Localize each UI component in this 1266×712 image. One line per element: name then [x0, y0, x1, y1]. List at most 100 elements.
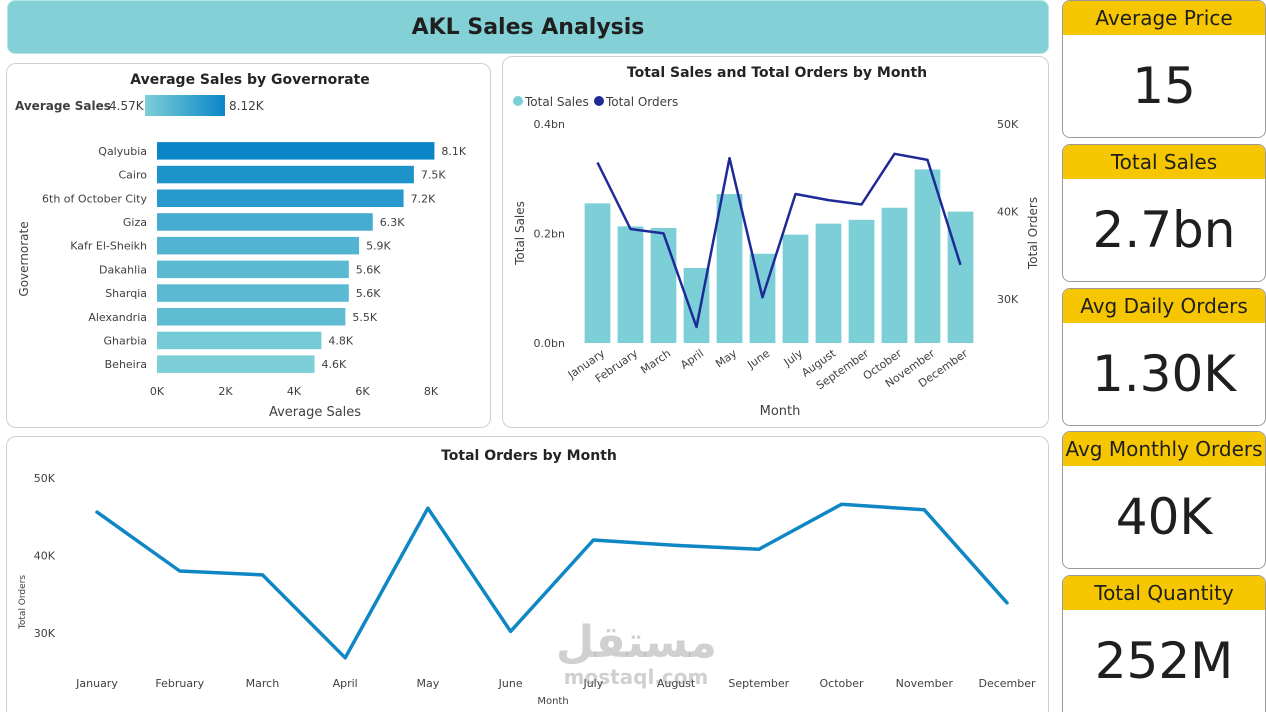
gov-bar[interactable] [157, 331, 322, 350]
gov-chart-title: Average Sales by Governorate [130, 72, 370, 88]
orders-y-tick-label: 50K [34, 472, 56, 485]
orders-y-tick-label: 40K [34, 550, 56, 563]
orders-line-panel[interactable]: Total Orders by Month Total Orders Month… [6, 436, 1049, 712]
orders-x-tick-label: August [657, 677, 696, 690]
gov-bar[interactable] [157, 355, 315, 373]
legend-total-sales-label[interactable]: Total Sales [524, 95, 589, 109]
combo-y-axis-label: Total Sales [513, 201, 527, 266]
orders-x-tick-label: January [75, 677, 118, 690]
kpi-card-total-sales[interactable]: Total Sales 2.7bn [1062, 144, 1266, 282]
combo-x-tick-label: May [713, 347, 739, 371]
watermark-arabic: مستقل [556, 617, 717, 668]
orders-line[interactable] [95, 502, 1009, 660]
gov-category-label: Sharqia [105, 287, 147, 300]
gov-bar[interactable] [157, 284, 349, 302]
orders-x-tick-label: March [246, 677, 280, 690]
orders-x-tick-label: September [728, 677, 789, 690]
combo-sales-bar[interactable] [716, 194, 743, 343]
gov-legend-min: 4.57K [109, 99, 145, 113]
gov-value-label: 5.6K [356, 263, 381, 276]
dashboard-title: AKL Sales Analysis [7, 0, 1049, 54]
sales-orders-combo-panel[interactable]: Total Sales and Total Orders by Month To… [502, 56, 1049, 428]
kpi-card-avg-monthly-orders[interactable]: Avg Monthly Orders 40K [1062, 431, 1266, 569]
combo-y-tick-label: 0.0bn [534, 337, 565, 350]
kpi-value: 252M [1094, 632, 1234, 690]
legend-total-sales-marker [513, 96, 523, 106]
kpi-label: Average Price [1063, 1, 1265, 35]
combo-x-tick-label: June [744, 347, 772, 372]
orders-x-axis-label: Month [537, 696, 568, 707]
gov-value-label: 5.9K [366, 240, 391, 253]
combo-y-tick-label: 0.2bn [534, 228, 565, 241]
gov-category-label: Dakahlia [99, 263, 147, 276]
combo-y2-axis-label: Total Orders [1026, 197, 1040, 270]
kpi-card-average-price[interactable]: Average Price 15 [1062, 0, 1266, 138]
combo-orders-line[interactable] [596, 152, 962, 329]
combo-sales-bar[interactable] [617, 226, 644, 343]
combo-y-tick-label: 0.4bn [534, 118, 565, 131]
gov-bar[interactable] [157, 308, 346, 326]
gov-bar[interactable] [157, 213, 373, 231]
orders-x-tick-label: October [820, 677, 864, 690]
legend-total-orders-marker [594, 96, 604, 106]
combo-sales-bar[interactable] [815, 223, 842, 343]
gov-x-tick-label: 2K [218, 385, 233, 398]
gov-value-label: 8.1K [441, 145, 466, 158]
orders-x-tick-label: June [498, 677, 523, 690]
gov-value-label: 4.8K [328, 334, 353, 347]
combo-sales-bar[interactable] [947, 211, 974, 343]
gov-bar[interactable] [157, 236, 360, 255]
gov-x-tick-label: 4K [287, 385, 302, 398]
watermark-latin: mostaql.com [563, 665, 709, 689]
legend-total-orders-label[interactable]: Total Orders [605, 95, 678, 109]
gov-bar[interactable] [157, 260, 349, 279]
gov-x-tick-label: 0K [150, 385, 165, 398]
gov-legend-gradient [145, 95, 225, 116]
sales-orders-combo-chart[interactable]: Total Sales and Total Orders by Month To… [503, 57, 1050, 429]
combo-sales-bar[interactable] [848, 219, 875, 343]
orders-y-axis-label: Total Orders [18, 575, 28, 630]
gov-legend-max: 8.12K [229, 99, 265, 113]
kpi-label: Total Sales [1063, 145, 1265, 179]
kpi-card-total-quantity[interactable]: Total Quantity 252M [1062, 575, 1266, 712]
combo-sales-bar[interactable] [782, 234, 809, 343]
orders-x-tick-label: May [417, 677, 440, 690]
gov-category-label: Alexandria [88, 311, 147, 324]
combo-x-tick-label: April [678, 347, 706, 372]
combo-sales-bar[interactable] [650, 228, 677, 343]
gov-category-label: Kafr El-Sheikh [70, 240, 147, 253]
kpi-value: 2.7bn [1092, 201, 1236, 259]
gov-category-label: Cairo [119, 169, 148, 182]
gov-category-label: 6th of October City [42, 192, 147, 205]
kpi-value: 40K [1115, 488, 1213, 546]
gov-category-label: Qalyubia [98, 145, 147, 158]
governorate-bar-chart[interactable]: Average Sales by Governorate Average Sal… [7, 64, 492, 429]
combo-sales-bar[interactable] [914, 169, 941, 343]
combo-y2-tick-label: 30K [997, 293, 1019, 306]
combo-x-axis-label: Month [760, 404, 801, 419]
gov-x-tick-label: 6K [355, 385, 370, 398]
gov-value-label: 4.6K [322, 358, 347, 371]
gov-x-tick-label: 8K [424, 385, 439, 398]
combo-sales-bar[interactable] [881, 207, 908, 343]
kpi-label: Avg Daily Orders [1063, 289, 1265, 323]
orders-line-chart[interactable]: Total Orders by Month Total Orders Month… [7, 437, 1050, 712]
governorate-chart-panel[interactable]: Average Sales by Governorate Average Sal… [6, 63, 491, 428]
orders-x-tick-label: February [155, 677, 204, 690]
gov-bar[interactable] [157, 142, 435, 160]
gov-category-label: Beheira [105, 358, 147, 371]
kpi-card-avg-daily-orders[interactable]: Avg Daily Orders 1.30K [1062, 288, 1266, 426]
combo-y2-tick-label: 50K [997, 118, 1019, 131]
gov-value-label: 7.2K [411, 192, 436, 205]
gov-value-label: 6.3K [380, 216, 405, 229]
gov-value-label: 5.6K [356, 287, 381, 300]
orders-x-tick-label: April [333, 677, 358, 690]
gov-bar[interactable] [157, 165, 414, 184]
orders-chart-title: Total Orders by Month [441, 448, 617, 464]
gov-value-label: 5.5K [352, 311, 377, 324]
gov-bar[interactable] [157, 189, 404, 208]
kpi-label: Avg Monthly Orders [1063, 432, 1265, 466]
combo-sales-bar[interactable] [584, 203, 611, 343]
kpi-label: Total Quantity [1063, 576, 1265, 610]
combo-chart-title: Total Sales and Total Orders by Month [627, 65, 927, 81]
